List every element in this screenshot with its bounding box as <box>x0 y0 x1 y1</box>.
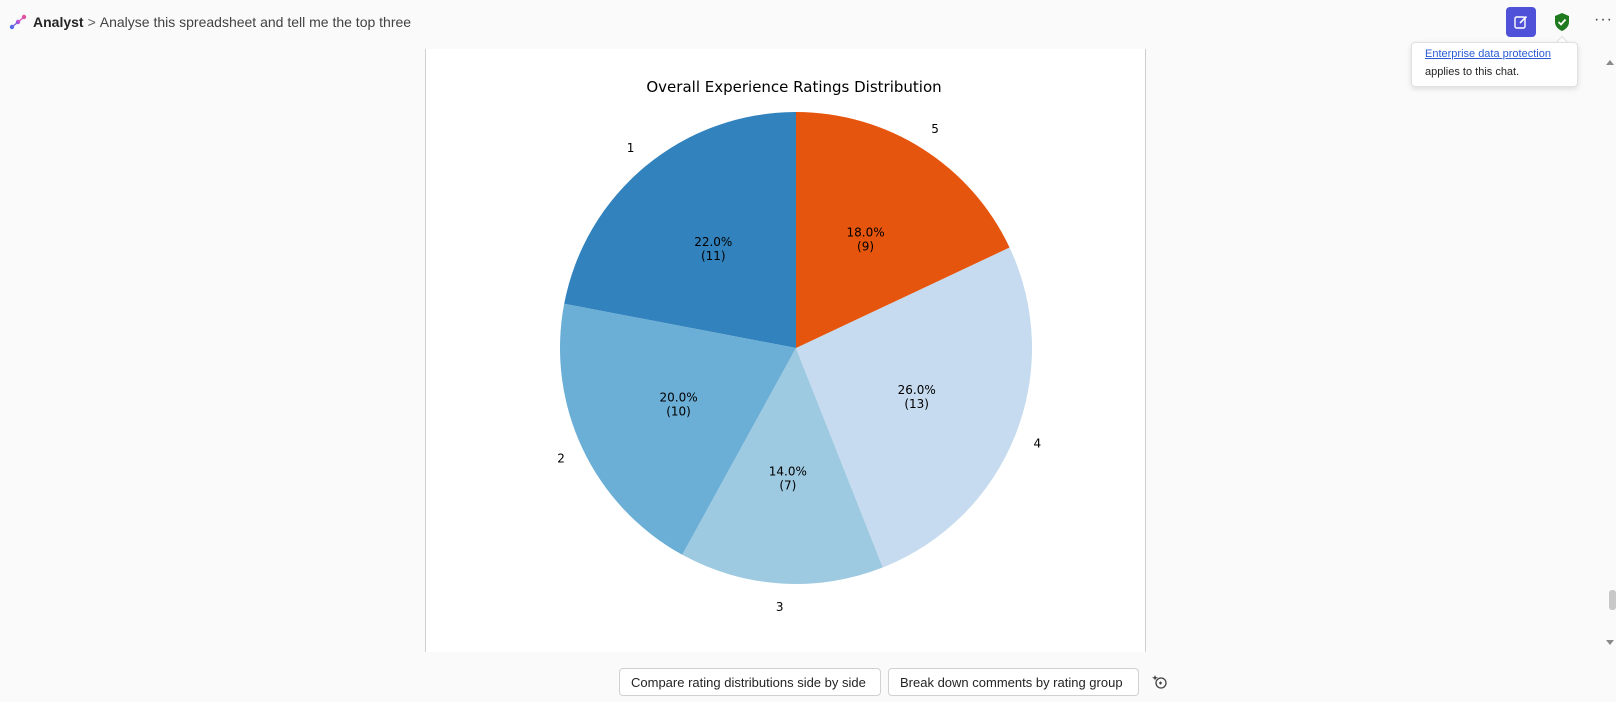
enterprise-data-protection-link[interactable]: Enterprise data protection <box>1425 48 1551 60</box>
breadcrumb: Analyst > Analyse this spreadsheet and tel… <box>33 14 411 30</box>
tooltip-text: applies to this chat. <box>1425 66 1520 78</box>
slice-count-5: (9) <box>857 239 874 253</box>
slice-label-5: 5 <box>931 122 939 136</box>
breadcrumb-separator: > <box>87 14 96 30</box>
pie-chart: Overall Experience Ratings Distribution … <box>557 78 1041 614</box>
slice-count-4: (13) <box>904 397 929 411</box>
slice-label-2: 2 <box>557 452 565 466</box>
chart-card: Overall Experience Ratings Distribution … <box>425 49 1146 652</box>
scrollbar-thumb[interactable] <box>1609 590 1616 610</box>
slice-percent-1: 22.0% <box>694 235 732 249</box>
chat-title: Analyse this spreadsheet and tell me the… <box>99 14 412 30</box>
scroll-down-icon[interactable] <box>1604 638 1616 648</box>
suggestion-chip[interactable]: Compare rating distributions side by sid… <box>619 668 881 696</box>
analyst-logo-icon <box>9 14 27 30</box>
slice-count-3: (7) <box>779 479 796 493</box>
new-chat-button[interactable] <box>1506 7 1536 37</box>
pie-slice-4 <box>796 247 1032 568</box>
slice-percent-4: 26.0% <box>898 383 936 397</box>
slice-count-2: (10) <box>666 404 691 418</box>
slice-label-4: 4 <box>1034 437 1042 451</box>
header-bar: Analyst > Analyse this spreadsheet and tel… <box>0 0 1616 44</box>
slice-percent-3: 14.0% <box>769 465 807 479</box>
sparkle-suggest-icon[interactable] <box>1151 672 1171 692</box>
pie-slice-5 <box>796 112 1010 348</box>
slice-percent-2: 20.0% <box>659 390 697 404</box>
shield-check-icon[interactable] <box>1553 12 1571 32</box>
suggestion-chip[interactable]: Break down comments by rating group <box>888 668 1139 696</box>
slice-label-3: 3 <box>776 600 784 614</box>
pie-slices: 1 22.0%(11) 2 20.0%(10) 3 14.0%(7) 4 26.0%(13) 5… <box>557 112 1041 614</box>
slice-percent-5: 18.0% <box>846 225 884 239</box>
slice-count-1: (11) <box>701 249 726 263</box>
chart-title: Overall Experience Ratings Distribution <box>646 78 941 96</box>
scroll-up-icon[interactable] <box>1604 56 1616 68</box>
pie-slice-2 <box>560 303 796 555</box>
pie-slice-1 <box>564 112 796 348</box>
more-icon[interactable]: ··· <box>1594 11 1613 28</box>
new-chat-icon <box>1514 15 1528 29</box>
slice-label-1: 1 <box>627 141 635 155</box>
app-name[interactable]: Analyst <box>33 14 84 30</box>
pie-slice-3 <box>682 348 883 584</box>
data-protection-tooltip: Enterprise data protection applies to th… <box>1411 42 1578 87</box>
